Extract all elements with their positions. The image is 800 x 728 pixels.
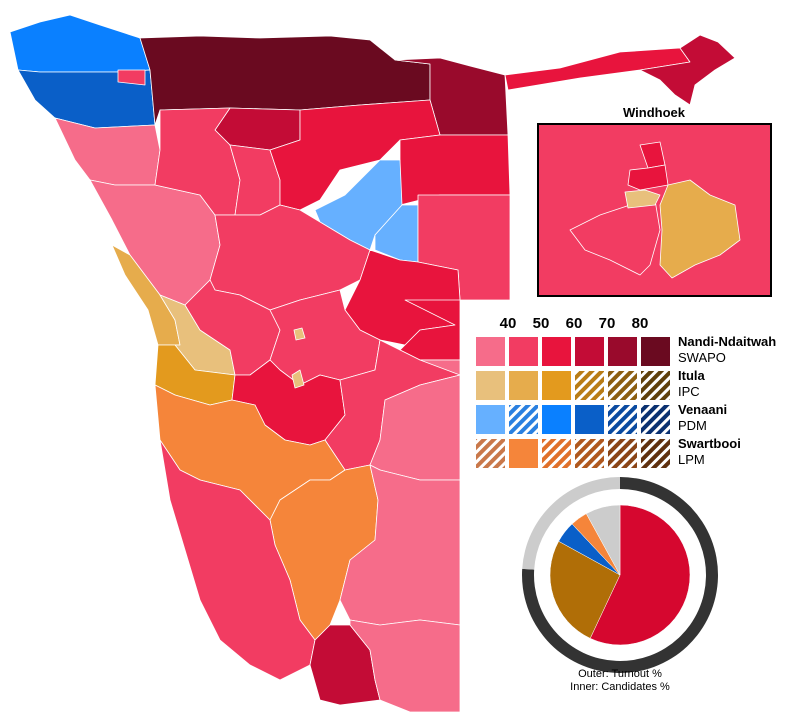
- legend-threshold-80: 80: [632, 315, 649, 332]
- legend-swatch-3-0: [476, 439, 505, 468]
- pie-slice-0: [589, 504, 691, 646]
- legend-swatch-3-4: [608, 439, 637, 468]
- region-hardap-marker[interactable]: [291, 369, 305, 389]
- legend-swatches: [476, 337, 670, 468]
- region-oshikoto-east[interactable]: [269, 99, 441, 211]
- legend-swatch-0-0: [476, 337, 505, 366]
- legend-swatch-1-3: [575, 371, 604, 400]
- pie-caption-outer: Outer: Turnout %: [578, 668, 662, 680]
- inset-region-west[interactable]: [569, 199, 661, 276]
- legend-swatch-0-3: [575, 337, 604, 366]
- legend-party-0: SWAPO: [678, 350, 726, 365]
- region-kunene-pocket[interactable]: [117, 69, 146, 86]
- region-kavango-west[interactable]: [399, 134, 511, 206]
- map-regions: [9, 14, 736, 713]
- legend-swatch-1-0: [476, 371, 505, 400]
- legend-swatch-1-5: [641, 371, 670, 400]
- inset-region-center[interactable]: [624, 189, 661, 209]
- legend-swatch-1-1: [509, 371, 538, 400]
- region-karas-southeast[interactable]: [349, 619, 461, 713]
- windhoek-inset: Windhoek: [537, 105, 772, 297]
- legend-swatch-1-2: [542, 371, 571, 400]
- legend-threshold-60: 60: [566, 315, 583, 332]
- legend-swatch-2-2: [542, 405, 571, 434]
- legend-swatch-2-3: [575, 405, 604, 434]
- inset-region-east[interactable]: [659, 179, 741, 279]
- legend-party-3: LPM: [678, 452, 705, 467]
- legend-swatch-3-1: [509, 439, 538, 468]
- legend-swatch-0-2: [542, 337, 571, 366]
- region-windhoek-marker[interactable]: [293, 327, 306, 341]
- legend-swatch-0-1: [509, 337, 538, 366]
- region-kunene-central[interactable]: [89, 179, 221, 306]
- legend-threshold-50: 50: [533, 315, 550, 332]
- pie-slice-4: [585, 504, 621, 576]
- legend-swatch-1-4: [608, 371, 637, 400]
- legend: 40 50 60 70 80 Nandi-Ndaitwah SWAPO Itul…: [476, 315, 776, 468]
- legend-swatch-2-1: [509, 405, 538, 434]
- pie-caption-inner: Inner: Candidates %: [570, 681, 670, 693]
- inset-title: Windhoek: [623, 105, 686, 120]
- legend-candidate-0: Nandi-Ndaitwah: [678, 334, 776, 349]
- results-pie-chart: [522, 477, 718, 673]
- legend-swatch-3-2: [542, 439, 571, 468]
- legend-swatch-3-3: [575, 439, 604, 468]
- legend-party-1: IPC: [678, 384, 700, 399]
- legend-threshold-70: 70: [599, 315, 616, 332]
- legend-swatch-2-0: [476, 405, 505, 434]
- legend-candidate-3: Swartbooi: [678, 436, 741, 451]
- legend-swatch-0-5: [641, 337, 670, 366]
- legend-swatch-3-5: [641, 439, 670, 468]
- legend-swatch-0-4: [608, 337, 637, 366]
- legend-swatch-2-5: [641, 405, 670, 434]
- region-kunene-north[interactable]: [9, 14, 151, 73]
- legend-party-2: PDM: [678, 418, 707, 433]
- region-kunene-south[interactable]: [54, 117, 161, 186]
- legend-threshold-40: 40: [500, 315, 517, 332]
- region-zambezi[interactable]: [639, 34, 736, 106]
- legend-swatch-2-4: [608, 405, 637, 434]
- legend-candidate-2: Venaani: [678, 402, 727, 417]
- legend-candidate-1: Itula: [678, 368, 705, 383]
- turnout-ring-abstained: [522, 477, 620, 570]
